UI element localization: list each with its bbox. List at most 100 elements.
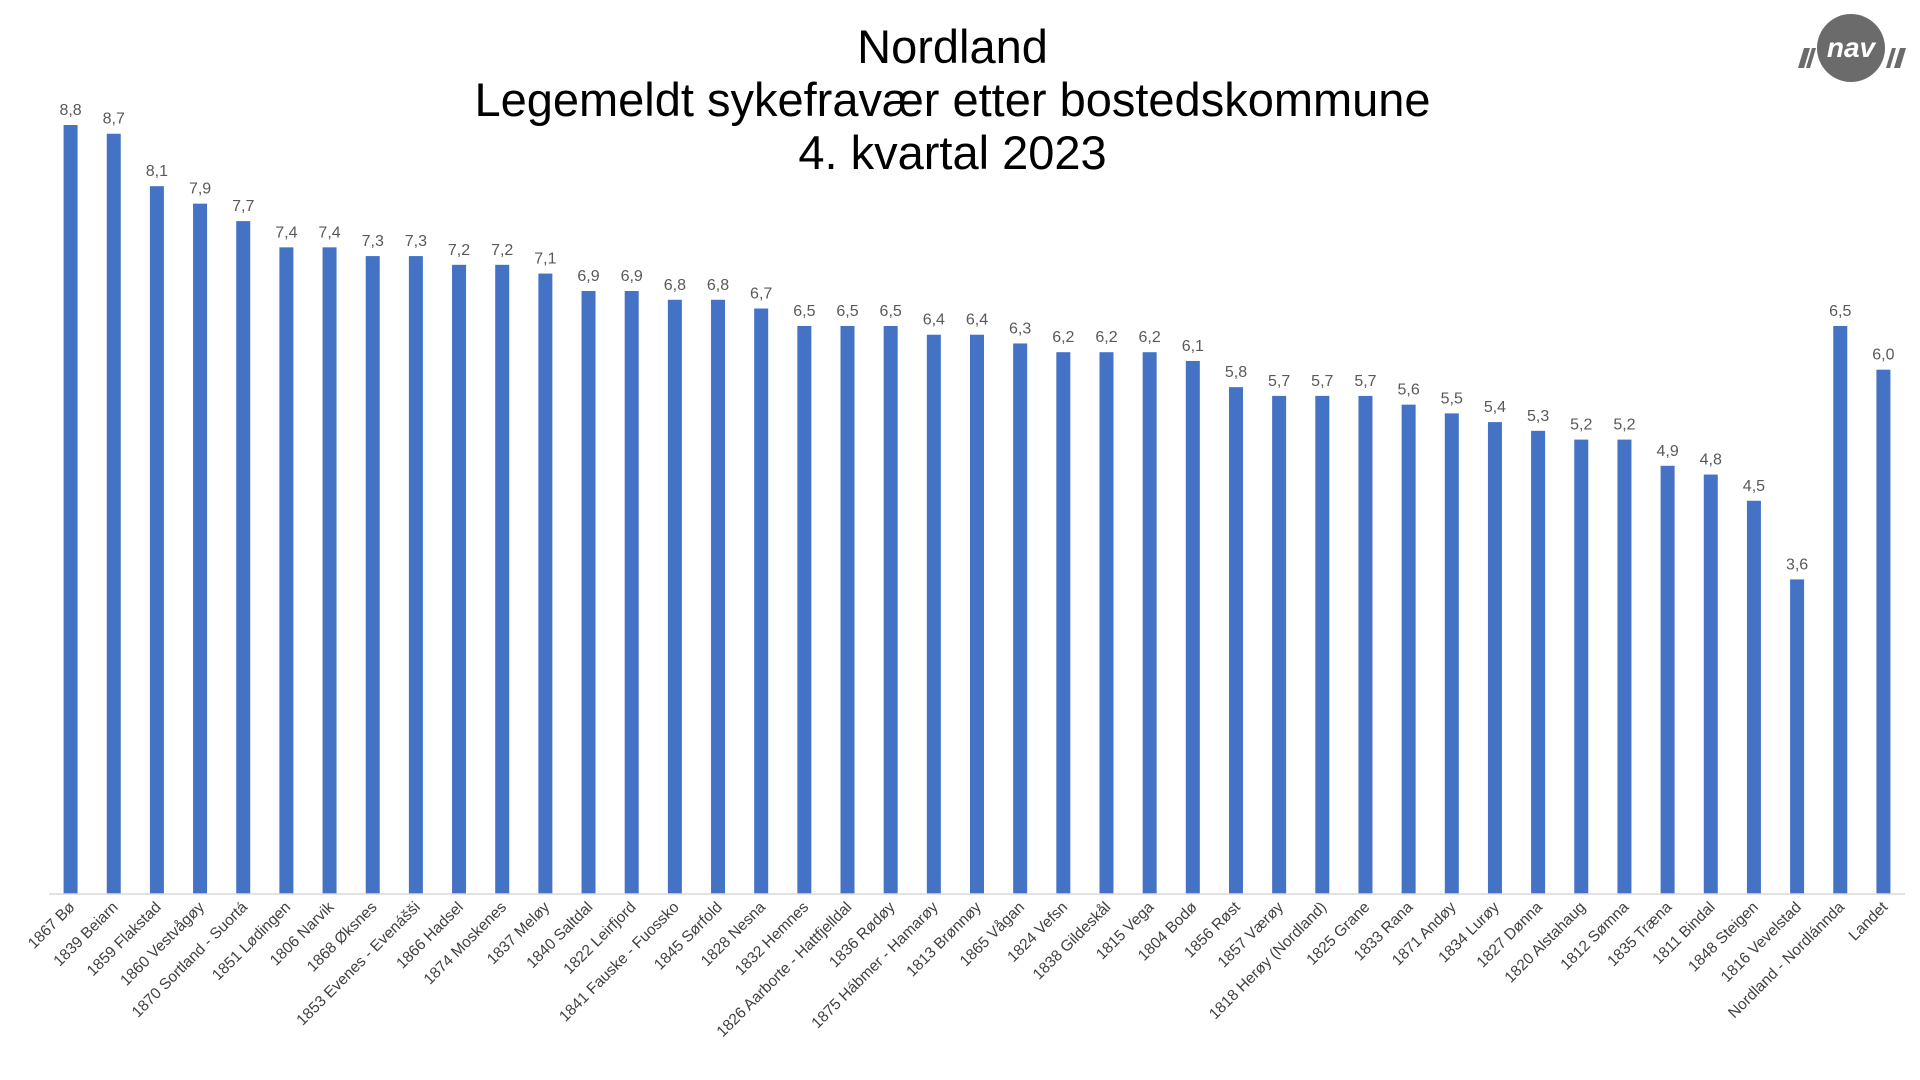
bar-12 — [538, 273, 553, 894]
bar-15 — [667, 299, 682, 895]
bar-13 — [581, 291, 596, 895]
value-label-39: 4,8 — [1700, 452, 1722, 469]
value-labels-group: 8,8 8,7 8,1 7,9 7,7 7,4 7,4 7,3 7,3 7,2 7,2 7,1 6,9 6… — [59, 102, 1894, 573]
value-label-21: 6,4 — [923, 312, 945, 329]
value-label-24: 6,2 — [1052, 329, 1074, 346]
value-label-31: 5,7 — [1354, 373, 1376, 390]
chart-title: Nordland Legemeldt sykefravær etter bost… — [0, 20, 1905, 179]
value-label-41: 3,6 — [1786, 556, 1808, 573]
value-label-27: 6,1 — [1182, 338, 1204, 355]
value-label-14: 6,9 — [621, 268, 643, 285]
value-label-6: 7,4 — [275, 224, 297, 241]
bar-36 — [1574, 439, 1589, 894]
value-label-37: 5,2 — [1613, 417, 1635, 434]
bar-32 — [1401, 404, 1416, 894]
bar-22 — [970, 334, 984, 894]
bar-39 — [1703, 474, 1718, 894]
bar-43 — [1876, 369, 1891, 894]
value-label-8: 7,3 — [362, 233, 384, 250]
value-label-3: 8,1 — [146, 163, 168, 180]
value-label-30: 5,7 — [1311, 373, 1333, 390]
value-label-5: 7,7 — [232, 198, 254, 215]
value-label-13: 6,9 — [577, 268, 599, 285]
chart-title-line-3: 4. kvartal 2023 — [798, 126, 1107, 179]
value-label-36: 5,2 — [1570, 417, 1592, 434]
value-label-22: 6,4 — [966, 312, 988, 329]
bar-26 — [1142, 352, 1157, 894]
value-label-35: 5,3 — [1527, 408, 1549, 425]
bar-21 — [926, 334, 941, 894]
value-label-11: 7,2 — [491, 242, 513, 259]
value-label-1: 8,8 — [59, 102, 81, 119]
bar-8 — [365, 256, 380, 894]
bar-6 — [279, 247, 294, 894]
bar-42 — [1833, 325, 1848, 894]
value-label-2: 8,7 — [103, 111, 125, 128]
bar-19 — [840, 325, 855, 894]
value-label-10: 7,2 — [448, 242, 470, 259]
chart-title-line-1: Nordland — [857, 20, 1048, 73]
bar-2 — [106, 133, 121, 894]
bar-37 — [1617, 439, 1632, 894]
chart-title-line-2: Legemeldt sykefravær etter bostedskommun… — [474, 73, 1431, 126]
category-label-22: 1813 Brønnøy — [903, 899, 985, 981]
value-label-43: 6,0 — [1872, 347, 1894, 364]
value-label-18: 6,5 — [793, 303, 815, 320]
bar-20 — [883, 325, 898, 894]
value-label-40: 4,5 — [1743, 478, 1765, 495]
value-label-26: 6,2 — [1139, 329, 1161, 346]
value-label-42: 6,5 — [1829, 303, 1851, 320]
value-label-29: 5,7 — [1268, 373, 1290, 390]
value-label-7: 7,4 — [318, 224, 340, 241]
value-label-16: 6,8 — [707, 277, 729, 294]
category-label-43: Landet — [1846, 898, 1892, 944]
nav-logo-icon: nav — [1798, 14, 1906, 82]
value-label-28: 5,8 — [1225, 364, 1247, 381]
bar-17 — [754, 308, 769, 894]
bar-5 — [236, 221, 251, 894]
bar-41 — [1790, 579, 1805, 894]
bars-group — [63, 125, 1891, 895]
bar-18 — [797, 325, 812, 894]
bar-29 — [1272, 395, 1287, 894]
value-label-12: 7,1 — [534, 251, 556, 268]
bar-23 — [1013, 343, 1028, 894]
value-label-25: 6,2 — [1095, 329, 1117, 346]
bar-27 — [1185, 360, 1200, 894]
value-label-9: 7,3 — [405, 233, 427, 250]
value-label-4: 7,9 — [189, 181, 211, 198]
bar-4 — [193, 203, 208, 895]
value-label-33: 5,5 — [1441, 390, 1463, 407]
bar-31 — [1358, 395, 1373, 894]
bar-9 — [408, 256, 423, 894]
bar-24 — [1056, 352, 1071, 894]
bar-25 — [1099, 352, 1114, 894]
bar-10 — [452, 264, 467, 894]
bar-3 — [149, 186, 164, 894]
category-label-3: 1859 Flakstad — [84, 899, 165, 980]
bar-16 — [711, 299, 726, 895]
bar-40 — [1746, 500, 1761, 894]
value-label-20: 6,5 — [880, 303, 902, 320]
bar-14 — [624, 291, 639, 895]
value-label-19: 6,5 — [836, 303, 858, 320]
bar-28 — [1228, 387, 1243, 894]
bar-34 — [1487, 422, 1502, 894]
bar-11 — [495, 264, 510, 894]
value-label-17: 6,7 — [750, 286, 772, 303]
value-label-32: 5,6 — [1398, 382, 1420, 399]
bar-7 — [322, 247, 337, 894]
value-label-23: 6,3 — [1009, 320, 1031, 337]
value-label-38: 4,9 — [1656, 443, 1678, 460]
bar-30 — [1315, 395, 1330, 894]
value-label-15: 6,8 — [664, 277, 686, 294]
bar-33 — [1444, 413, 1459, 894]
bar-1 — [63, 125, 78, 894]
value-label-34: 5,4 — [1484, 399, 1506, 416]
bar-38 — [1660, 465, 1675, 894]
nav-logo-text: nav — [1827, 32, 1877, 63]
bar-35 — [1531, 430, 1546, 894]
category-label-25: 1838 Gildeskål — [1030, 899, 1115, 984]
